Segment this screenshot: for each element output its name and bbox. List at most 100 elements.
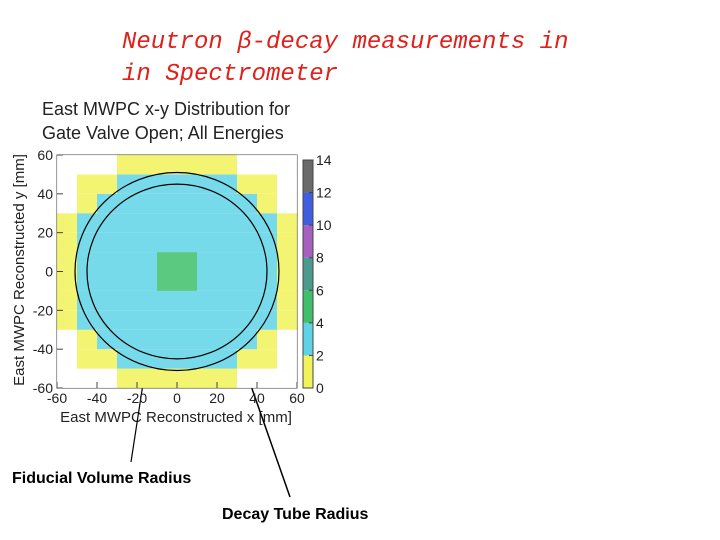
heat-cell [177, 310, 197, 330]
heat-cell [137, 252, 157, 272]
heat-cell [137, 213, 157, 233]
heat-cell [197, 329, 217, 350]
heat-cell [97, 310, 117, 330]
heat-cell [137, 329, 157, 350]
heat-cell [197, 213, 217, 233]
heat-cell [257, 349, 277, 369]
z-tick-label: 2 [316, 347, 324, 363]
z-tick-label: 4 [316, 315, 324, 331]
heat-cell [237, 193, 257, 214]
colorbar-frame [302, 159, 314, 389]
radius-circle [86, 183, 268, 360]
color-band [303, 355, 313, 388]
heat-cell [157, 368, 177, 388]
heat-cell [237, 329, 257, 350]
z-tick-label: 0 [316, 380, 324, 396]
heat-cell [97, 174, 117, 194]
heat-cell [197, 290, 217, 311]
heat-cell [157, 252, 177, 272]
heat-cell [77, 174, 97, 194]
heat-cell [217, 193, 237, 214]
heat-cell [117, 155, 137, 175]
slide-title: Neutron β-decay measurements in [122, 29, 568, 56]
heat-cell [237, 310, 257, 330]
heat-cell [277, 290, 297, 311]
heat-cell [277, 193, 297, 214]
heat-cell [237, 174, 257, 194]
color-band [303, 257, 313, 291]
heat-cell [97, 368, 117, 388]
heat-cell [157, 155, 177, 175]
annotation: Fiducial Volume Radius [12, 470, 191, 487]
heat-cell [157, 271, 177, 291]
heat-cell [57, 174, 77, 194]
heat-cell [197, 193, 217, 214]
heat-cell [137, 232, 157, 253]
heat-cell [217, 155, 237, 175]
heat-cell [217, 174, 237, 194]
heat-cell [97, 155, 117, 175]
heat-cell [77, 290, 97, 311]
radius-circle [74, 171, 280, 372]
heat-cell [117, 349, 137, 369]
y-tick-label: -40 [33, 341, 53, 357]
heat-cell [57, 213, 77, 233]
heat-cell [197, 271, 217, 291]
heat-cell [57, 155, 77, 175]
heat-cell [77, 368, 97, 388]
heat-cell [177, 155, 197, 175]
heat-cell [277, 252, 297, 272]
x-axis-label: East MWPC Reconstructed x [mm] [60, 409, 292, 426]
heat-cell [257, 368, 277, 388]
heat-cell [117, 213, 137, 233]
chart-title: East MWPC x-y Distribution for [42, 99, 290, 119]
heat-cell [97, 232, 117, 253]
heat-cell [217, 329, 237, 350]
heat-cell [177, 213, 197, 233]
y-tick-label: -60 [33, 380, 53, 396]
heat-cell [177, 329, 197, 350]
heat-cell [177, 290, 197, 311]
z-tick-label: 6 [316, 282, 324, 298]
heat-cell [77, 349, 97, 369]
y-tick-label: 60 [37, 147, 53, 163]
heat-cell [217, 232, 237, 253]
color-band [303, 225, 313, 258]
heat-cell [77, 232, 97, 253]
heat-cell [217, 310, 237, 330]
heat-cell [117, 329, 137, 350]
heat-cell [277, 349, 297, 369]
heat-cell [117, 193, 137, 214]
heat-cell [257, 329, 277, 350]
heat-cell [57, 349, 77, 369]
heat-cell [157, 213, 177, 233]
heat-cell [77, 310, 97, 330]
heat-cell [117, 252, 137, 272]
heat-cell [257, 174, 277, 194]
heat-cell [237, 349, 257, 369]
heat-cell [57, 290, 77, 311]
heat-cell [277, 310, 297, 330]
heat-cell [97, 252, 117, 272]
heat-cell [237, 271, 257, 291]
heat-cell [157, 310, 177, 330]
heat-cell [237, 290, 257, 311]
heat-cell [197, 174, 217, 194]
slide-title: in Spectrometer [122, 61, 338, 88]
heat-cell [57, 329, 77, 350]
heat-cell [257, 232, 277, 253]
heat-cell [197, 310, 217, 330]
heat-cell [257, 155, 277, 175]
heat-cell [177, 252, 197, 272]
heat-cell [97, 290, 117, 311]
heat-cell [237, 213, 257, 233]
heat-cell [237, 155, 257, 175]
color-band [303, 192, 313, 226]
heat-cell [277, 213, 297, 233]
heat-cell [197, 232, 217, 253]
color-band [303, 160, 313, 193]
heat-cell [117, 310, 137, 330]
heat-cell [57, 271, 77, 291]
x-tick-label: -40 [87, 390, 107, 406]
